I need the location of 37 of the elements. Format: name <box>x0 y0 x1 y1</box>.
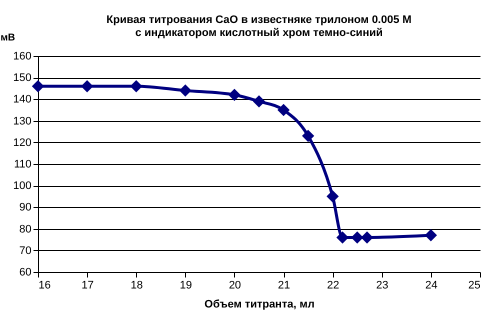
point <box>80 80 94 92</box>
point <box>302 130 314 142</box>
y-tick-label: 140 <box>13 94 32 106</box>
y-tick-label: 90 <box>19 202 32 214</box>
y-tick-label: 130 <box>13 115 32 128</box>
x-tick-label: 22 <box>327 280 340 292</box>
x-tick-label: 23 <box>376 280 388 292</box>
point <box>277 104 290 116</box>
point <box>351 231 364 244</box>
y-tick-label: 60 <box>19 266 32 278</box>
x-axis-title: Объем титранта, мл <box>204 298 315 310</box>
x-tick-label: 16 <box>38 280 51 292</box>
y-tick-label: 100 <box>13 180 32 192</box>
y-tick-label: 80 <box>19 223 32 236</box>
point <box>424 229 438 242</box>
y-tick-label: 150 <box>13 72 32 84</box>
x-tick-label: 24 <box>425 280 438 292</box>
point <box>32 80 44 92</box>
point <box>326 190 339 203</box>
x-tick-label: 25 <box>468 280 480 292</box>
text: с индикатором кислотный хром темно-синий <box>135 27 383 39</box>
x-tick-label: 19 <box>180 280 192 292</box>
point <box>228 88 241 102</box>
x-tick-label: 20 <box>228 280 242 292</box>
point <box>252 95 266 108</box>
y-tick-label: 110 <box>14 158 32 170</box>
text: Кривая титрования CaO в известняке трилоном 0.005 М <box>106 14 412 26</box>
y-tick-label: 160 <box>13 50 32 62</box>
y-tick-label: 70 <box>19 244 32 257</box>
point <box>179 84 192 97</box>
point <box>130 80 142 92</box>
x-tick-label: 18 <box>130 280 143 292</box>
y-tick-label: 120 <box>13 136 32 149</box>
point <box>336 231 349 244</box>
x-tick-label: 21 <box>278 280 290 292</box>
x-tick-label: 17 <box>81 280 94 292</box>
y-axis-title: мВ <box>0 32 16 44</box>
